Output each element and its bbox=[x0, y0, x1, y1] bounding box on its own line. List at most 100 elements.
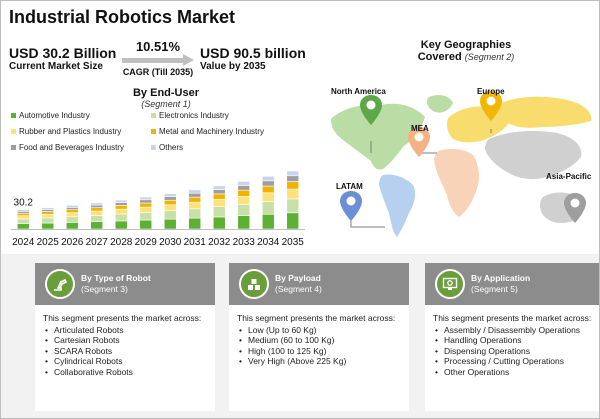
cagr-label: CAGR (Till 2035) bbox=[122, 67, 194, 77]
bar-segment bbox=[237, 181, 251, 186]
card-header: By Type of Robot (Segment 3) bbox=[35, 263, 215, 305]
legend-label: Others bbox=[159, 143, 184, 152]
bar-segment bbox=[16, 212, 30, 217]
bar-segment bbox=[139, 212, 153, 221]
geographies-title-line1: Key Geographies bbox=[420, 39, 512, 51]
bar-segment bbox=[41, 214, 55, 219]
card-title: By Type of Robot bbox=[81, 273, 151, 283]
bar-segment bbox=[65, 207, 79, 211]
bar-segment bbox=[212, 199, 226, 207]
list-item: Processing / Cutting Operations bbox=[433, 356, 599, 367]
pin-north-america-icon bbox=[360, 95, 382, 125]
card-title: By Application bbox=[471, 273, 531, 283]
legend-item: Electronics Industry bbox=[151, 111, 229, 120]
legend-swatch bbox=[11, 145, 16, 151]
bar-segment bbox=[212, 216, 226, 230]
card-title-block: By Type of Robot (Segment 3) bbox=[81, 273, 151, 295]
region-label-europe: Europe bbox=[477, 87, 505, 96]
monitor-gear-icon bbox=[435, 269, 465, 299]
bar-segment bbox=[65, 212, 79, 218]
bar-segment bbox=[237, 204, 251, 216]
list-item: Cylindrical Robots bbox=[43, 356, 211, 367]
bar-segment bbox=[90, 207, 104, 212]
bar-segment bbox=[163, 199, 177, 206]
bar-segment bbox=[212, 189, 226, 195]
pin-europe-icon bbox=[480, 91, 502, 121]
card-header: By Application (Segment 5) bbox=[425, 263, 599, 305]
bar-segment bbox=[16, 209, 30, 212]
africa-shape bbox=[434, 148, 480, 217]
x-tick-label: 2026 bbox=[61, 237, 84, 248]
legend-item: Automotive Industry bbox=[11, 111, 90, 120]
card-list: Assembly / Disassembly Operations Handli… bbox=[433, 325, 599, 378]
x-tick-label: 2034 bbox=[257, 237, 280, 248]
bar-segment bbox=[286, 181, 300, 190]
end-user-title: By End-User bbox=[132, 87, 200, 99]
bar-segment bbox=[163, 204, 177, 212]
bar-segment bbox=[114, 213, 128, 222]
bar-segment bbox=[16, 215, 30, 220]
north-asia-shape bbox=[498, 96, 592, 128]
bar-segment bbox=[261, 201, 275, 215]
bar-segment bbox=[114, 202, 128, 206]
x-tick-label: 2033 bbox=[233, 237, 256, 248]
current-market-label: Current Market Size bbox=[9, 61, 103, 72]
bar-segment bbox=[286, 198, 300, 214]
bar-segment bbox=[286, 170, 300, 177]
future-market-label: Value by 2035 bbox=[200, 61, 266, 72]
bar-segment bbox=[90, 210, 104, 216]
list-item: Assembly / Disassembly Operations bbox=[433, 325, 599, 336]
region-label-asia-pacific: Asia-Pacific bbox=[546, 172, 592, 181]
pin-mea-icon bbox=[408, 127, 430, 157]
bar-segment bbox=[212, 206, 226, 218]
bar-segment bbox=[65, 222, 79, 230]
future-market-stat: USD 90.5 billion Value by 2035 bbox=[200, 45, 306, 72]
legend-swatch bbox=[11, 129, 16, 135]
bar-segment bbox=[41, 222, 55, 230]
stacked-bar-chart: 2024 2025 2026 2027 2028 2029 2030 2031 2032 2033… bbox=[11, 170, 305, 248]
bar-segment bbox=[163, 210, 177, 220]
pin-latam-icon bbox=[340, 191, 362, 221]
connector-line bbox=[350, 215, 385, 228]
right-arrow-icon bbox=[122, 54, 194, 66]
list-item: Articulated Robots bbox=[43, 325, 211, 336]
bar-segment bbox=[41, 207, 55, 210]
list-item: Cartesian Robots bbox=[43, 335, 211, 346]
segment-card-application: By Application (Segment 5) This segment … bbox=[425, 263, 599, 411]
bar-segment bbox=[114, 205, 128, 210]
legend-item: Food and Beverages Industry bbox=[11, 143, 124, 152]
bar-segment bbox=[114, 220, 128, 230]
card-subtitle: (Segment 4) bbox=[275, 284, 322, 294]
legend-label: Food and Beverages Industry bbox=[19, 143, 124, 152]
cagr-value: 10.51% bbox=[135, 39, 181, 54]
world-map bbox=[331, 91, 592, 237]
bar-segment bbox=[90, 215, 104, 222]
list-item: Very High (Above 225 Kg) bbox=[237, 356, 405, 367]
x-tick-label: 2030 bbox=[159, 237, 182, 248]
bar-segment bbox=[237, 196, 251, 205]
legend-label: Electronics Industry bbox=[159, 111, 229, 120]
list-item: Low (Up to 60 Kg) bbox=[237, 325, 405, 336]
page-title: Industrial Robotics Market bbox=[9, 7, 236, 27]
card-body: This segment presents the market across:… bbox=[43, 313, 211, 377]
geographies-heading: Key Geographies Covered (Segment 2) bbox=[391, 39, 541, 63]
x-tick-label: 2029 bbox=[135, 237, 158, 248]
card-list: Articulated Robots Cartesian Robots SCAR… bbox=[43, 325, 211, 378]
legend-swatch bbox=[151, 113, 156, 119]
bar-segment bbox=[65, 216, 79, 223]
segment-card-robot-type: By Type of Robot (Segment 3) This segmen… bbox=[35, 263, 215, 411]
bar-segment bbox=[114, 199, 128, 203]
region-label-north-america: North America bbox=[331, 87, 386, 96]
list-item: Handling Operations bbox=[433, 335, 599, 346]
legend-swatch bbox=[151, 129, 156, 135]
card-title-block: By Application (Segment 5) bbox=[471, 273, 530, 295]
legend-item: Rubber and Plastics Industry bbox=[11, 127, 121, 136]
bar-segment bbox=[188, 196, 202, 203]
bar-segment bbox=[286, 175, 300, 182]
bar-segment bbox=[286, 188, 300, 200]
list-item: Other Operations bbox=[433, 367, 599, 378]
end-user-subtitle: (Segment 1) bbox=[141, 99, 191, 109]
bar-segment bbox=[65, 209, 79, 214]
legend-label: Metal and Machinery Industry bbox=[159, 127, 264, 136]
bar-segment bbox=[139, 196, 153, 201]
